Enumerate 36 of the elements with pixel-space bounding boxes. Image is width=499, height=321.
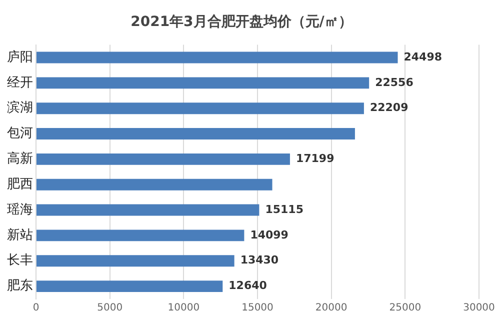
data-label: 14099 — [250, 228, 288, 242]
bar — [36, 178, 272, 190]
bar — [36, 204, 260, 216]
data-label: 22556 — [375, 76, 414, 89]
bar — [36, 77, 370, 89]
x-tick-label: 0 — [32, 302, 40, 314]
x-tick-label: 20000 — [315, 302, 348, 314]
bar — [36, 280, 223, 292]
y-tick-label: 包河 — [7, 126, 33, 142]
data-label: 24498 — [404, 50, 442, 64]
data-label: 12640 — [228, 279, 268, 292]
bar — [36, 128, 355, 140]
chart-title: 2021年3月合肥开盘均价（元/㎡） — [130, 14, 352, 30]
y-tick-label: 肥西 — [7, 176, 33, 192]
bar — [36, 255, 234, 267]
x-tick-label: 15000 — [242, 302, 274, 314]
bar — [36, 230, 244, 242]
y-tick-label: 滨湖 — [7, 100, 33, 116]
y-tick-label: 瑶海 — [7, 202, 33, 218]
x-tick-label: 10000 — [168, 302, 200, 314]
data-label: 22209 — [370, 101, 408, 114]
y-tick-label: 高新 — [7, 150, 33, 167]
y-tick-label: 经开 — [7, 75, 33, 90]
bar — [36, 102, 364, 114]
y-tick-label: 肥东 — [7, 278, 33, 294]
bar — [36, 153, 290, 165]
y-tick-label: 新站 — [7, 228, 33, 243]
y-tick-label: 长丰 — [7, 253, 33, 268]
x-tick-label: 5000 — [97, 302, 123, 314]
x-tick-label: 25000 — [389, 302, 422, 314]
data-label: 17199 — [296, 152, 334, 166]
x-tick-label: 30000 — [463, 302, 495, 314]
data-label: 15115 — [265, 202, 304, 216]
y-tick-label: 庐阳 — [7, 48, 33, 65]
data-label: 13430 — [240, 254, 279, 267]
bar — [36, 52, 398, 64]
